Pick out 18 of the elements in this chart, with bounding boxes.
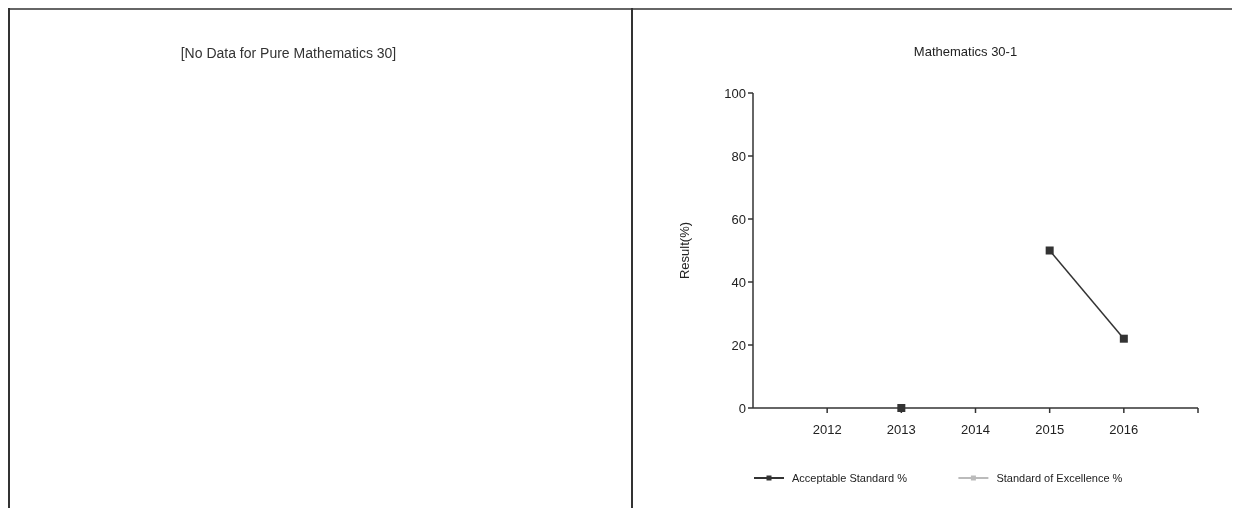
legend-label: Acceptable Standard % [792,471,908,484]
y-tick-label: 60 [731,211,746,227]
point [1119,334,1128,343]
x-tick-label: 2013 [886,422,916,437]
y-axis-title: Result(%) [677,221,692,280]
y-tick-label: 80 [731,148,746,164]
y-tick-label: 20 [731,337,746,353]
y-tick-label: 100 [724,85,746,101]
x-tick-label: 2016 [1109,422,1139,437]
y-tick-label: 0 [738,400,746,416]
x-tick-label: 2012 [812,422,842,437]
legend-label: Standard of Excellence % [996,471,1123,484]
x-tick-label: 2015 [1035,422,1065,437]
y-tick-label: 40 [731,274,746,290]
x-tick-label: 2014 [961,422,990,437]
point [1045,246,1054,255]
chart-title: Mathematics 30-1 [913,44,1018,59]
text: [No Data for Pure Mathematics 30] [180,45,397,61]
